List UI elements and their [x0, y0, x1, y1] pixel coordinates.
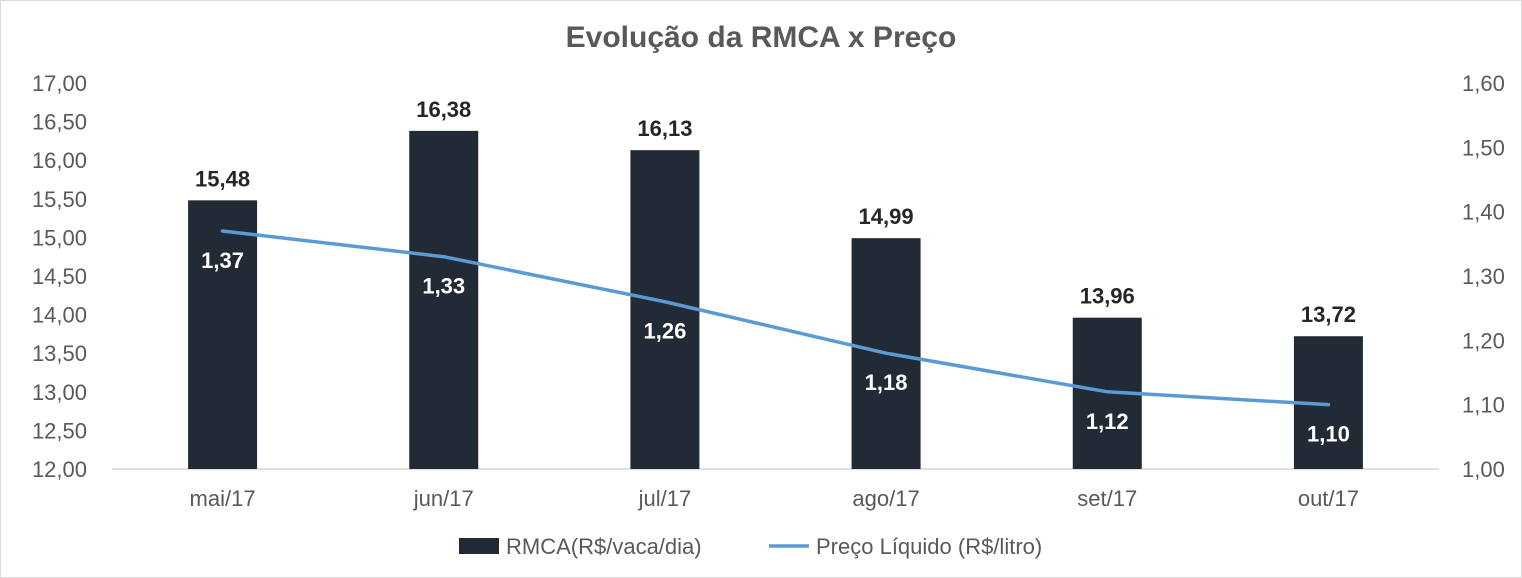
category-label: set/17	[1077, 486, 1137, 511]
left-tick-label: 13,00	[32, 380, 87, 405]
right-tick-label: 1,20	[1462, 328, 1505, 353]
legend-bar-label: RMCA(R$/vaca/dia)	[506, 534, 702, 559]
line-data-labels: 1,37 1,33 1,26 1,18 1,12 1,10	[201, 248, 1350, 447]
right-tick-label: 1,00	[1462, 457, 1505, 482]
bar	[630, 150, 700, 469]
right-axis-ticks: 1,00 1,10 1,20 1,30 1,40 1,50 1,60	[1462, 71, 1505, 482]
left-axis-ticks: 12,00 12,50 13,00 13,50 14,00 14,50 15,00 15,50…	[32, 71, 87, 482]
legend-line-label: Preço Líquido (R$/litro)	[816, 534, 1042, 559]
left-tick-label: 14,50	[32, 264, 87, 289]
line-value-label: 1,33	[422, 274, 465, 299]
right-tick-label: 1,50	[1462, 135, 1505, 160]
line-series	[220, 229, 1331, 407]
category-label: out/17	[1298, 486, 1359, 511]
bar-value-label: 13,96	[1080, 284, 1135, 309]
bar-value-label: 15,48	[195, 166, 250, 191]
left-tick-label: 17,00	[32, 71, 87, 96]
bar-value-label: 14,99	[859, 204, 914, 229]
bar-value-label: 13,72	[1301, 302, 1356, 327]
legend-bar-swatch	[459, 538, 499, 554]
left-tick-label: 15,50	[32, 187, 87, 212]
right-tick-label: 1,40	[1462, 200, 1505, 225]
category-label: jul/17	[638, 486, 692, 511]
line-path	[220, 229, 1331, 407]
right-tick-label: 1,10	[1462, 393, 1505, 418]
legend: RMCA(R$/vaca/dia) Preço Líquido (R$/litro…	[459, 534, 1042, 559]
bar-series	[188, 130, 1363, 469]
chart-title: Evolução da RMCA x Preço	[566, 21, 957, 54]
right-tick-label: 1,30	[1462, 264, 1505, 289]
left-tick-label: 14,00	[32, 303, 87, 328]
bar-value-label: 16,13	[637, 116, 692, 141]
bar	[188, 200, 258, 469]
left-tick-label: 16,00	[32, 148, 87, 173]
category-label: mai/17	[190, 486, 256, 511]
left-tick-label: 15,00	[32, 225, 87, 250]
bar-data-labels: 15,48 16,38 16,13 14,99 13,96 13,72	[195, 97, 1356, 327]
line-value-label: 1,26	[644, 319, 687, 344]
category-labels: mai/17 jun/17 jul/17 ago/17 set/17 out/17	[190, 486, 1359, 511]
left-tick-label: 12,00	[32, 457, 87, 482]
line-value-label: 1,10	[1307, 422, 1350, 447]
line-value-label: 1,37	[201, 248, 244, 273]
bar-value-label: 16,38	[416, 97, 471, 122]
left-tick-label: 13,50	[32, 341, 87, 366]
category-label: ago/17	[852, 486, 919, 511]
category-label: jun/17	[413, 486, 474, 511]
line-value-label: 1,12	[1086, 409, 1129, 434]
left-tick-label: 12,50	[32, 418, 87, 443]
bar	[409, 130, 479, 469]
right-tick-label: 1,60	[1462, 71, 1505, 96]
line-value-label: 1,18	[865, 370, 908, 395]
left-tick-label: 16,50	[32, 110, 87, 135]
